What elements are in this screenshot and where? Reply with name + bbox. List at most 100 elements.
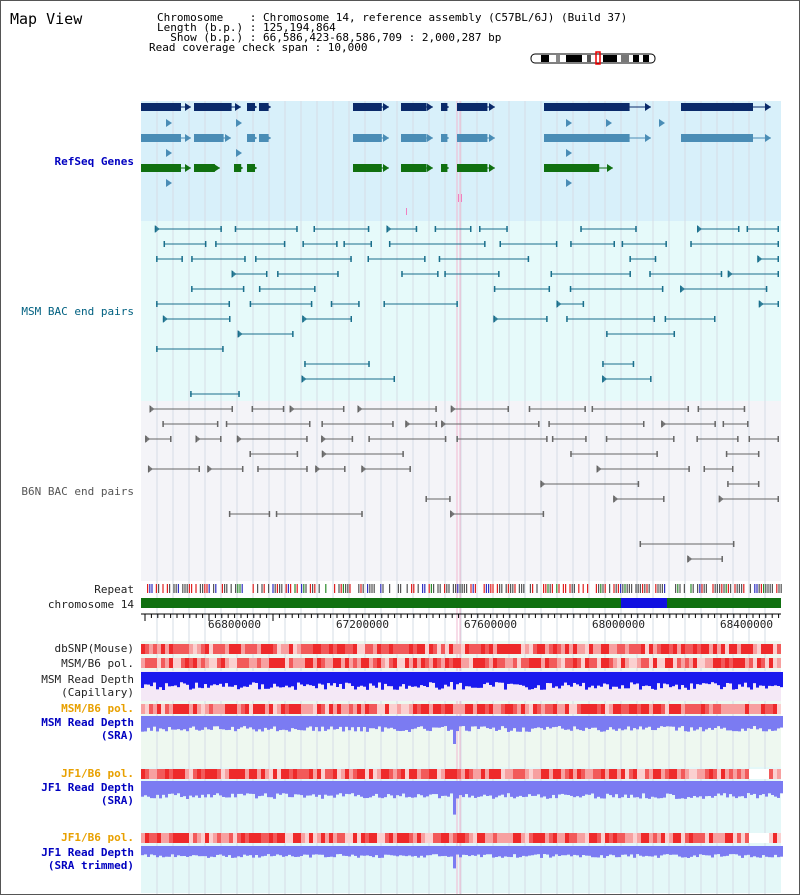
jf1-pol2-cell	[625, 833, 629, 843]
msm-pol2-cell	[373, 704, 377, 714]
track-label-b6n-bac[interactable]: B6N BAC end pairs	[21, 485, 134, 498]
msm-cap-depth-bar	[528, 672, 531, 690]
dbsnp-cell	[521, 644, 525, 654]
jf1-pol2-cell	[617, 833, 621, 843]
jf1-pol2-cell	[461, 833, 465, 843]
msm-pol2-cell	[429, 704, 433, 714]
msm-cap-depth-bar	[153, 672, 156, 683]
jf1-sra-depth-bar	[600, 781, 603, 799]
msm-cap-depth-bar	[186, 672, 189, 685]
repeat-mark	[461, 584, 463, 593]
msm-sra-depth-bar	[141, 716, 144, 732]
msm-pol-cell	[717, 658, 721, 668]
gene-green-arrow	[214, 164, 220, 172]
jf1-sra-depth-bar	[744, 781, 747, 799]
jf1-trim-depth-bar	[204, 846, 207, 857]
repeat-mark	[294, 584, 296, 593]
msm-pol2-cell	[193, 704, 197, 714]
msm-cap-depth-bar	[756, 672, 759, 688]
dbsnp-cell	[377, 644, 381, 654]
jf1-sra-depth-bar	[390, 781, 393, 796]
repeat-mark	[582, 584, 584, 593]
msm-cap-depth-bar	[324, 672, 327, 690]
gene-steel-arrow	[225, 134, 231, 142]
msm-cap-depth-bar	[465, 672, 468, 687]
jf1-pol2-cell	[169, 833, 173, 843]
track-label-jf1-pol-2: JF1/B6 pol.	[61, 831, 134, 844]
msm-pol-cell	[273, 658, 277, 668]
dbsnp-cell	[481, 644, 485, 654]
chromosome-info: Chromosome : Chromosome 14, reference as…	[157, 11, 628, 24]
jf1-sra-depth-bar	[720, 781, 723, 796]
gene-steel-arrow	[251, 134, 257, 142]
repeat-mark	[760, 584, 762, 593]
jf1-pol2-cell	[357, 833, 361, 843]
jf1-pol-cell	[617, 769, 621, 779]
jf1-pol-cell	[641, 769, 645, 779]
jf1-sra-depth-bar	[657, 781, 660, 799]
chromosome-bar	[141, 598, 781, 608]
jf1-sra-depth-bar	[435, 781, 438, 795]
msm-pol2-cell	[577, 704, 581, 714]
repeat-mark	[195, 584, 197, 593]
jf1-trim-depth-bar	[168, 846, 171, 857]
msm-pair-end	[555, 241, 558, 247]
dbsnp-cell	[561, 644, 565, 654]
msm-cap-depth-bar	[342, 672, 345, 689]
repeat-mark	[543, 584, 545, 593]
jf1-pol2-cell	[189, 833, 193, 843]
dbsnp-cell	[157, 644, 161, 654]
msm-cap-depth-bar	[486, 672, 489, 683]
gene-green-arrow	[443, 164, 449, 172]
msm-pol-cell	[517, 658, 521, 668]
msm-sra-depth-bar	[165, 716, 168, 732]
msm-pol2-cell	[141, 704, 145, 714]
jf1-trim-depth-bar	[267, 846, 270, 855]
msm-cap-depth-bar	[456, 672, 459, 685]
jf1-pol2-cell	[201, 833, 205, 843]
jf1-sra-depth-bar	[213, 781, 216, 796]
jf1-sra-depth-bar	[264, 781, 267, 794]
jf1-sra-depth-bar	[354, 781, 357, 797]
repeat-mark	[635, 584, 637, 593]
msm-pol2-cell	[229, 704, 233, 714]
jf1-sra-depth-bar	[555, 781, 558, 799]
track-label-msm-bac[interactable]: MSM BAC end pairs	[21, 305, 134, 318]
msm-sra-depth-bar	[510, 716, 513, 731]
msm-pol2-cell	[605, 704, 609, 714]
msm-pol2-cell	[357, 704, 361, 714]
msm-sra-depth-bar	[261, 716, 264, 732]
jf1-pol-cell	[297, 769, 301, 779]
gene-green-exon	[544, 164, 600, 172]
gene-marker	[236, 119, 242, 127]
jf1-trim-depth-bar	[720, 846, 723, 857]
gene-steel-arrow	[427, 134, 433, 142]
jf1-trim-depth-bar	[519, 846, 522, 858]
jf1-sra-depth-bar	[447, 781, 450, 797]
track-label-refseq-genes[interactable]: RefSeq Genes	[54, 155, 134, 168]
b6n-pair-arrow	[147, 465, 153, 473]
jf1-trim-depth-bar	[678, 846, 681, 857]
jf1-sra-depth-bar	[645, 781, 648, 799]
msm-cap-depth-bar	[660, 672, 663, 689]
dbsnp-cell	[177, 644, 181, 654]
msm-pair-end	[479, 226, 481, 232]
msm-pol2-cell	[669, 704, 673, 714]
msm-pol2-cell	[329, 704, 333, 714]
msm-pol-cell	[409, 658, 413, 668]
msm-pol-cell	[213, 658, 217, 668]
msm-pol-cell	[285, 658, 289, 668]
msm-pol2-cell	[281, 704, 285, 714]
msm-pair-end	[314, 286, 316, 292]
gene-steel-arrow	[185, 134, 191, 142]
msm-pol-cell	[153, 658, 157, 668]
gene-green-exon	[194, 164, 215, 172]
dbsnp-cell	[281, 644, 285, 654]
msm-pair-end	[566, 316, 568, 322]
msm-cap-depth-bar	[663, 672, 666, 684]
dbsnp-cell	[205, 644, 209, 654]
msm-pair-end	[690, 241, 692, 247]
repeat-mark	[446, 584, 448, 593]
msm-sra-depth-bar	[174, 716, 177, 730]
